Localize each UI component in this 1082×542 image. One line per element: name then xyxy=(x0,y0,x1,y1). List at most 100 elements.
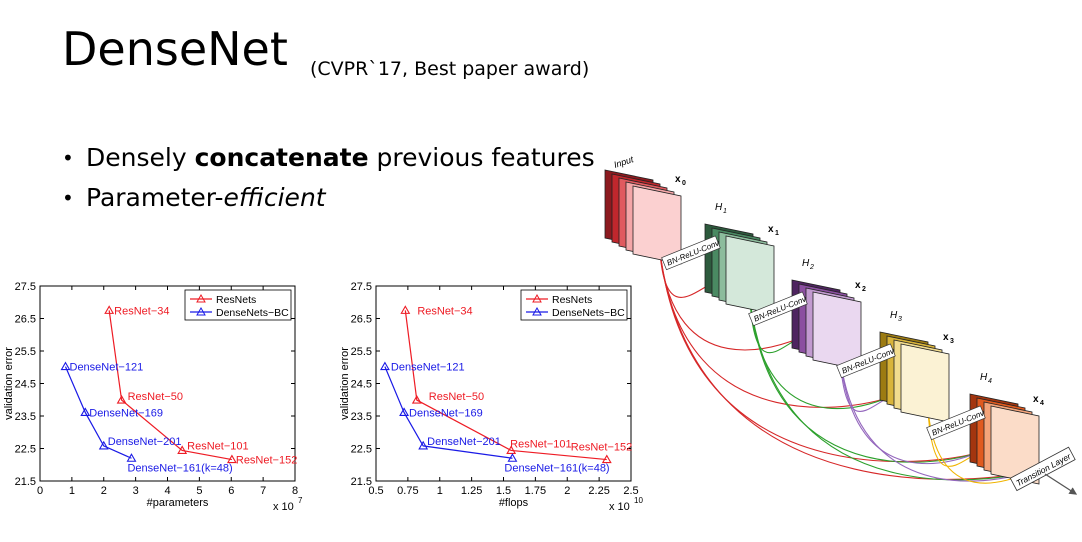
x-tick-label: 1.25 xyxy=(461,485,482,497)
feature-block xyxy=(704,223,775,315)
data-point xyxy=(418,440,429,450)
bullet-dot-icon: • xyxy=(62,186,74,210)
data-label: ResNet−34 xyxy=(114,305,169,317)
legend-marker xyxy=(532,293,542,303)
legend-marker xyxy=(196,293,206,303)
x-axis-label: #flops xyxy=(499,497,529,509)
x-tick-label: 8 xyxy=(292,485,298,497)
dense-connection-arrow xyxy=(749,299,982,463)
legend-marker xyxy=(196,306,206,316)
data-label: DenseNet−169 xyxy=(409,407,483,419)
data-point xyxy=(104,305,115,314)
y-tick-label: 23.5 xyxy=(15,411,36,423)
dense-connection-arrow xyxy=(659,251,892,408)
data-point xyxy=(507,453,518,462)
x-multiplier-label: x 10 xyxy=(273,501,294,513)
x-tick-label: 3 xyxy=(133,485,139,497)
data-label: DenseNet−121 xyxy=(391,362,465,374)
data-label: ResNet−34 xyxy=(417,305,472,317)
data-point xyxy=(399,407,409,416)
x-tick-label: 1.5 xyxy=(496,485,511,497)
bullet-emphasis: concatenate xyxy=(194,143,369,172)
bullet-text: Densely concatenate previous features xyxy=(86,143,595,172)
y-tick-label: 24.5 xyxy=(351,379,372,391)
feature-block xyxy=(604,169,682,265)
series-line xyxy=(64,366,132,459)
bullet-dot-icon: • xyxy=(62,146,74,170)
feature-label-subscript: 2 xyxy=(862,286,866,293)
legend-marker xyxy=(532,306,542,316)
feature-block xyxy=(879,331,950,423)
data-point xyxy=(506,445,517,454)
x-tick-label: 2.5 xyxy=(623,485,638,497)
series-line xyxy=(384,366,513,459)
y-tick-label: 21.5 xyxy=(351,476,372,488)
feature-label: x xyxy=(675,174,681,185)
y-tick-label: 24.5 xyxy=(15,379,36,391)
layer-function-subscript: 4 xyxy=(988,378,992,385)
y-tick-label: 25.5 xyxy=(15,346,36,358)
layer-function-label: H xyxy=(890,310,898,321)
dense-connection-arrow xyxy=(839,355,982,465)
data-point xyxy=(60,361,71,371)
data-label: ResNet−152 xyxy=(236,455,297,467)
x-tick-label: 7 xyxy=(260,485,266,497)
data-point xyxy=(400,305,411,314)
data-label: ResNet−50 xyxy=(429,391,484,403)
bullet-item: • Densely concatenate previous features xyxy=(62,138,595,178)
data-point xyxy=(177,445,188,454)
data-point xyxy=(98,440,109,450)
data-point xyxy=(116,394,127,404)
flops-error-chart: 21.522.523.524.525.526.527.50.5 0.75 1 1.25… xyxy=(339,281,643,513)
slide-subtitle: (CVPR`17, Best paper award) xyxy=(310,58,590,80)
feature-label-subscript: 4 xyxy=(1040,400,1044,407)
series-line xyxy=(404,310,607,461)
conv-box xyxy=(748,291,808,327)
legend-label: DenseNets−BC xyxy=(216,307,289,319)
data-label: ResNet−152 xyxy=(571,442,632,454)
data-label: DenseNet−161(k=48) xyxy=(127,462,232,474)
bullet-emphasis: efficient xyxy=(223,183,326,212)
feature-label-subscript: 0 xyxy=(682,180,686,187)
data-point xyxy=(601,454,612,464)
feature-label-subscript: 3 xyxy=(950,338,954,345)
bullet-item: • Parameter-efficient xyxy=(62,178,595,218)
y-tick-label: 27.5 xyxy=(351,281,372,293)
slide-title: DenseNet xyxy=(62,22,288,76)
feature-label: x xyxy=(768,224,774,235)
dense-connection-arrow xyxy=(659,251,802,351)
y-axis-label: validation error xyxy=(3,347,15,420)
layer-function-label: H xyxy=(802,258,810,269)
x-tick-label: 1 xyxy=(437,485,443,497)
data-label: DenseNet−169 xyxy=(89,407,163,419)
feature-map xyxy=(725,235,775,315)
data-label: DenseNet−201 xyxy=(427,436,501,448)
feature-label: x xyxy=(1033,394,1039,405)
data-label: ResNet−50 xyxy=(128,391,183,403)
x-tick-label: 0.5 xyxy=(368,485,383,497)
data-label: ResNet−101 xyxy=(510,438,571,450)
series-line xyxy=(108,310,232,461)
y-tick-label: 22.5 xyxy=(15,444,36,456)
feature-label: x xyxy=(943,332,949,343)
feature-map xyxy=(812,291,862,371)
x-tick-label: 2 xyxy=(101,485,107,497)
input-label: Input xyxy=(613,154,636,170)
layer-function-label: H xyxy=(715,202,723,213)
x-tick-label: 1 xyxy=(69,485,75,497)
bullet-text: Parameter-efficient xyxy=(86,183,326,212)
data-label: DenseNet−161(k=48) xyxy=(504,462,609,474)
conv-box xyxy=(836,343,896,379)
output-arrow xyxy=(1044,473,1078,495)
conv-box xyxy=(926,405,986,441)
layer-function-subscript: 1 xyxy=(723,208,727,215)
y-tick-label: 25.5 xyxy=(351,346,372,358)
x-tick-label: 0 xyxy=(37,485,43,497)
layer-function-subscript: 2 xyxy=(809,264,814,271)
y-tick-label: 21.5 xyxy=(15,476,36,488)
data-point xyxy=(379,361,390,371)
layer-function-label: H xyxy=(980,372,988,383)
x-tick-label: 5 xyxy=(196,485,202,497)
x-multiplier-exponent: 10 xyxy=(634,496,643,505)
x-tick-label: 2 xyxy=(564,485,570,497)
